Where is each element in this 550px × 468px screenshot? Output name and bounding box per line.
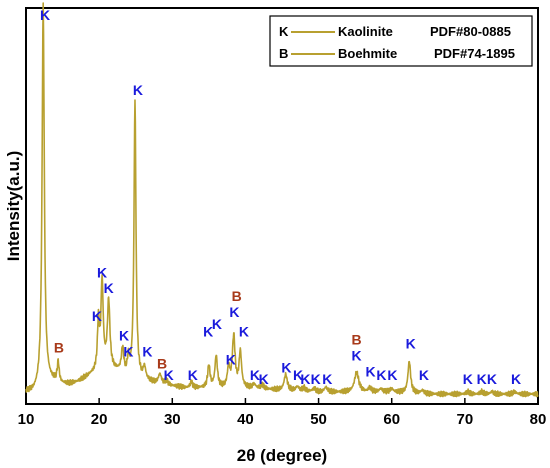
x-tick-label: 30 <box>164 411 181 428</box>
legend-name-boehmite: Boehmite <box>338 46 397 61</box>
peak-label-kaolinite: K <box>229 304 239 320</box>
peak-label-kaolinite: K <box>123 343 133 359</box>
peak-label-kaolinite: K <box>212 316 222 332</box>
peak-label-kaolinite: K <box>259 371 269 387</box>
peak-label-kaolinite: K <box>239 324 249 340</box>
peak-label-kaolinite: K <box>511 371 521 387</box>
x-axis-ticks: 10 20 30 40 50 60 70 80 <box>18 398 547 428</box>
x-tick-label: 80 <box>530 411 547 428</box>
xrd-pattern-line <box>25 2 539 398</box>
x-axis-title: 2θ (degree) <box>237 446 327 465</box>
peak-label-kaolinite: K <box>477 371 487 387</box>
peak-label-kaolinite: K <box>203 324 213 340</box>
x-tick-label: 40 <box>237 411 254 428</box>
peak-label-kaolinite: K <box>97 264 107 280</box>
plot-frame <box>25 7 539 405</box>
peak-label-kaolinite: K <box>365 363 375 379</box>
x-tick-label: 10 <box>18 411 35 428</box>
peak-label-kaolinite: K <box>293 367 303 383</box>
peak-label-kaolinite: K <box>376 367 386 383</box>
legend-box <box>269 15 533 67</box>
peak-label-boehmite: B <box>54 340 64 356</box>
x-tick-label: 50 <box>310 411 327 428</box>
legend-pdf-boehmite: PDF#74-1895 <box>434 46 515 61</box>
peak-label-kaolinite: K <box>92 308 102 324</box>
y-axis-title: Intensity(a.u.) <box>4 151 23 262</box>
x-tick-label: 20 <box>91 411 108 428</box>
peak-label-kaolinite: K <box>281 359 291 375</box>
legend: K Kaolinite PDF#80-0885 B Boehmite PDF#7… <box>269 15 533 67</box>
peak-label-kaolinite: K <box>352 347 362 363</box>
peak-label-kaolinite: K <box>463 371 473 387</box>
peak-label-kaolinite: K <box>406 336 416 352</box>
peak-label-kaolinite: K <box>142 343 152 359</box>
peak-label-kaolinite: K <box>119 328 129 344</box>
legend-symbol-kaolinite: K <box>279 24 289 39</box>
x-tick-label: 60 <box>383 411 400 428</box>
peak-label-kaolinite: K <box>188 367 198 383</box>
peak-label-kaolinite: K <box>104 280 114 296</box>
peak-label-kaolinite: K <box>311 371 321 387</box>
peak-label-kaolinite: K <box>250 367 260 383</box>
peak-label-kaolinite: K <box>487 371 497 387</box>
peak-label-kaolinite: K <box>40 7 50 23</box>
peak-label-kaolinite: K <box>133 82 143 98</box>
legend-name-kaolinite: Kaolinite <box>338 24 393 39</box>
peak-label-kaolinite: K <box>164 367 174 383</box>
peak-label-kaolinite: K <box>419 367 429 383</box>
peak-label-kaolinite: K <box>322 371 332 387</box>
peak-label-boehmite: B <box>157 355 167 371</box>
peak-label-kaolinite: K <box>387 367 397 383</box>
peak-label-boehmite: B <box>232 288 242 304</box>
peak-label-kaolinite: K <box>300 371 310 387</box>
legend-symbol-boehmite: B <box>279 46 288 61</box>
x-tick-label: 70 <box>457 411 474 428</box>
peak-label-boehmite: B <box>352 332 362 348</box>
peak-label-kaolinite: K <box>226 351 236 367</box>
legend-pdf-kaolinite: PDF#80-0885 <box>430 24 511 39</box>
